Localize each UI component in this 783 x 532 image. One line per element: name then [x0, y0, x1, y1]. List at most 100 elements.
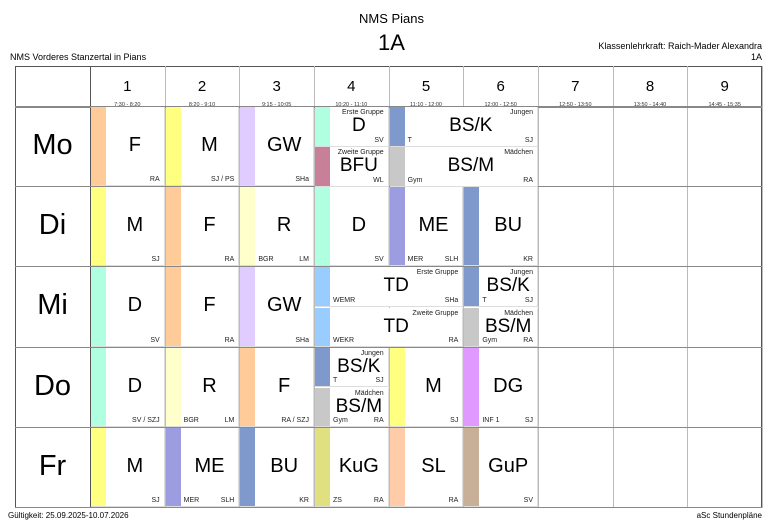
period-time: 12:00 - 12:50	[484, 102, 517, 108]
lesson-subject: F	[203, 214, 216, 237]
lesson-cell[interactable]: KuG ZS RA	[315, 427, 389, 507]
lesson-group: Jungen	[510, 109, 533, 116]
lesson-cell[interactable]: BU KR	[464, 187, 538, 267]
column-divider	[239, 66, 241, 508]
lesson-cell[interactable]: SL RA	[389, 427, 464, 507]
lesson-cell[interactable]: BFU Zweite Gruppe WL	[315, 147, 389, 187]
lesson-cell[interactable]: BS/K Jungen T SJ	[389, 107, 538, 147]
lesson-cell[interactable]: BS/K Jungen T SJ	[464, 267, 538, 307]
subject-color-strip	[91, 187, 106, 266]
subject-color-strip	[165, 347, 181, 426]
lesson-cell[interactable]: TD Erste Gruppe WEMR SHa	[315, 267, 464, 307]
subject-color-strip	[240, 347, 256, 426]
lesson-subject: BU	[270, 454, 299, 477]
subject-color-strip	[315, 267, 330, 306]
lesson-cell[interactable]: F RA	[165, 187, 240, 267]
lesson-room: Gym	[482, 337, 498, 345]
lesson-cell[interactable]: R BGR LM	[165, 347, 240, 427]
lesson-group: Mädchen	[504, 309, 533, 317]
lesson-cell[interactable]: F RA / SZJ	[240, 347, 314, 427]
lesson-cell[interactable]: GW SHa	[240, 107, 314, 187]
column-divider	[687, 66, 689, 508]
lesson-group: Zweite Gruppe	[337, 149, 384, 157]
lesson-cell[interactable]: M SJ / PS	[165, 107, 240, 187]
lesson-cell[interactable]: BS/M Mädchen Gym RA	[315, 387, 389, 428]
column-divider	[762, 66, 764, 508]
period-number: 9	[720, 78, 729, 95]
lesson-teacher: RA	[448, 337, 459, 345]
class-teacher-info: Klassenlehrkraft: Raich-Mader Alexandra …	[598, 41, 762, 63]
school-full-name: NMS Vorderes Stanzertal in Pians	[10, 52, 147, 62]
period-header: 6 12:00 - 12:50	[463, 66, 538, 108]
lesson-cell[interactable]: GW SHa	[240, 267, 314, 347]
lesson-teacher: LM	[299, 256, 309, 264]
lesson-cell[interactable]: D SV / SZJ	[91, 347, 165, 427]
lesson-teacher: SV	[374, 136, 384, 144]
period-number: 4	[347, 78, 356, 95]
lesson-subject: R	[202, 374, 217, 397]
period-number: 8	[645, 78, 655, 95]
lesson-teacher: SJ	[450, 416, 459, 424]
period-header: 9 14:45 - 15:35	[687, 66, 762, 108]
subject-color-strip	[315, 307, 330, 347]
lesson-group: Mädchen	[354, 389, 384, 397]
period-header: 4 10:20 - 11:10	[314, 66, 389, 108]
lesson-room: MER	[183, 496, 200, 504]
period-time: 8:20 - 9:10	[188, 102, 216, 108]
period-time: 14:45 - 15:35	[708, 102, 741, 108]
period-time: 7:30 - 8:20	[114, 102, 141, 108]
lesson-teacher: RA	[373, 496, 384, 504]
lesson-teacher: SV	[150, 336, 160, 344]
lesson-teacher: RA	[149, 176, 160, 184]
class-teacher: Klassenlehrkraft: Raich-Mader Alexandra	[598, 41, 762, 51]
lesson-cell[interactable]: TD Zweite Gruppe WEKR RA	[315, 307, 464, 348]
subject-color-strip	[91, 427, 106, 506]
lesson-teacher: WL	[373, 176, 384, 184]
subject-color-strip	[464, 307, 480, 347]
period-header: 2 8:20 - 9:10	[165, 66, 240, 108]
period-number: 3	[272, 78, 281, 95]
lesson-cell[interactable]: M SJ	[91, 187, 165, 267]
validity: Gültigkeit: 25.09.2025-10.07.2026	[8, 511, 129, 520]
lesson-teacher: SJ	[375, 377, 384, 385]
lesson-cell[interactable]: D SV	[315, 187, 389, 267]
subject-color-strip	[389, 107, 405, 146]
lesson-cell[interactable]: D Erste Gruppe SV	[315, 107, 389, 147]
lesson-room: T	[482, 296, 487, 304]
lesson-cell[interactable]: DG INF 1 SJ	[464, 347, 538, 427]
period-header: 5 11:10 - 12:00	[389, 66, 464, 108]
lesson-cell[interactable]: BS/M Mädchen Gym RA	[389, 147, 538, 187]
lesson-teacher: RA	[224, 336, 235, 344]
lesson-cell[interactable]: BS/K Jungen T SJ	[315, 347, 389, 388]
lesson-cell[interactable]: R BGR LM	[240, 187, 314, 267]
lesson-teacher: SJ	[524, 136, 533, 144]
period-header: 7 12:50 - 13:50	[538, 66, 613, 108]
period-time: 13:50 - 14:40	[633, 102, 667, 108]
brand: aSc Stundenpläne	[696, 511, 762, 520]
lesson-cell[interactable]: F RA	[165, 267, 240, 347]
row-divider	[15, 507, 762, 508]
lesson-subject: M	[126, 454, 144, 477]
lesson-teacher: RA	[523, 176, 533, 184]
lesson-subject: BS/M	[484, 315, 532, 337]
day-label-do: Do	[33, 369, 72, 402]
lesson-cell[interactable]: F RA	[91, 107, 165, 187]
row-divider	[15, 186, 762, 188]
lesson-cell[interactable]: ME MER SLH	[389, 187, 464, 267]
lesson-subject: BFU	[339, 155, 378, 177]
lesson-cell[interactable]: M SJ	[389, 347, 464, 427]
subject-color-strip	[464, 427, 480, 506]
lesson-cell[interactable]: BU KR	[240, 427, 314, 507]
lesson-subject: BS/M	[447, 155, 495, 177]
subject-color-strip	[464, 347, 480, 426]
column-divider	[612, 66, 614, 508]
lesson-cell[interactable]: ME MER SLH	[165, 427, 240, 507]
lesson-cell[interactable]: D SV	[91, 267, 165, 347]
subject-color-strip	[389, 427, 405, 506]
lesson-cell[interactable]: GuP SV	[464, 427, 538, 507]
lesson-group: Mädchen	[504, 149, 533, 157]
lesson-cell[interactable]: BS/M Mädchen Gym RA	[464, 307, 538, 348]
lesson-group: Jungen	[360, 349, 384, 357]
lesson-cell[interactable]: M SJ	[91, 427, 165, 507]
